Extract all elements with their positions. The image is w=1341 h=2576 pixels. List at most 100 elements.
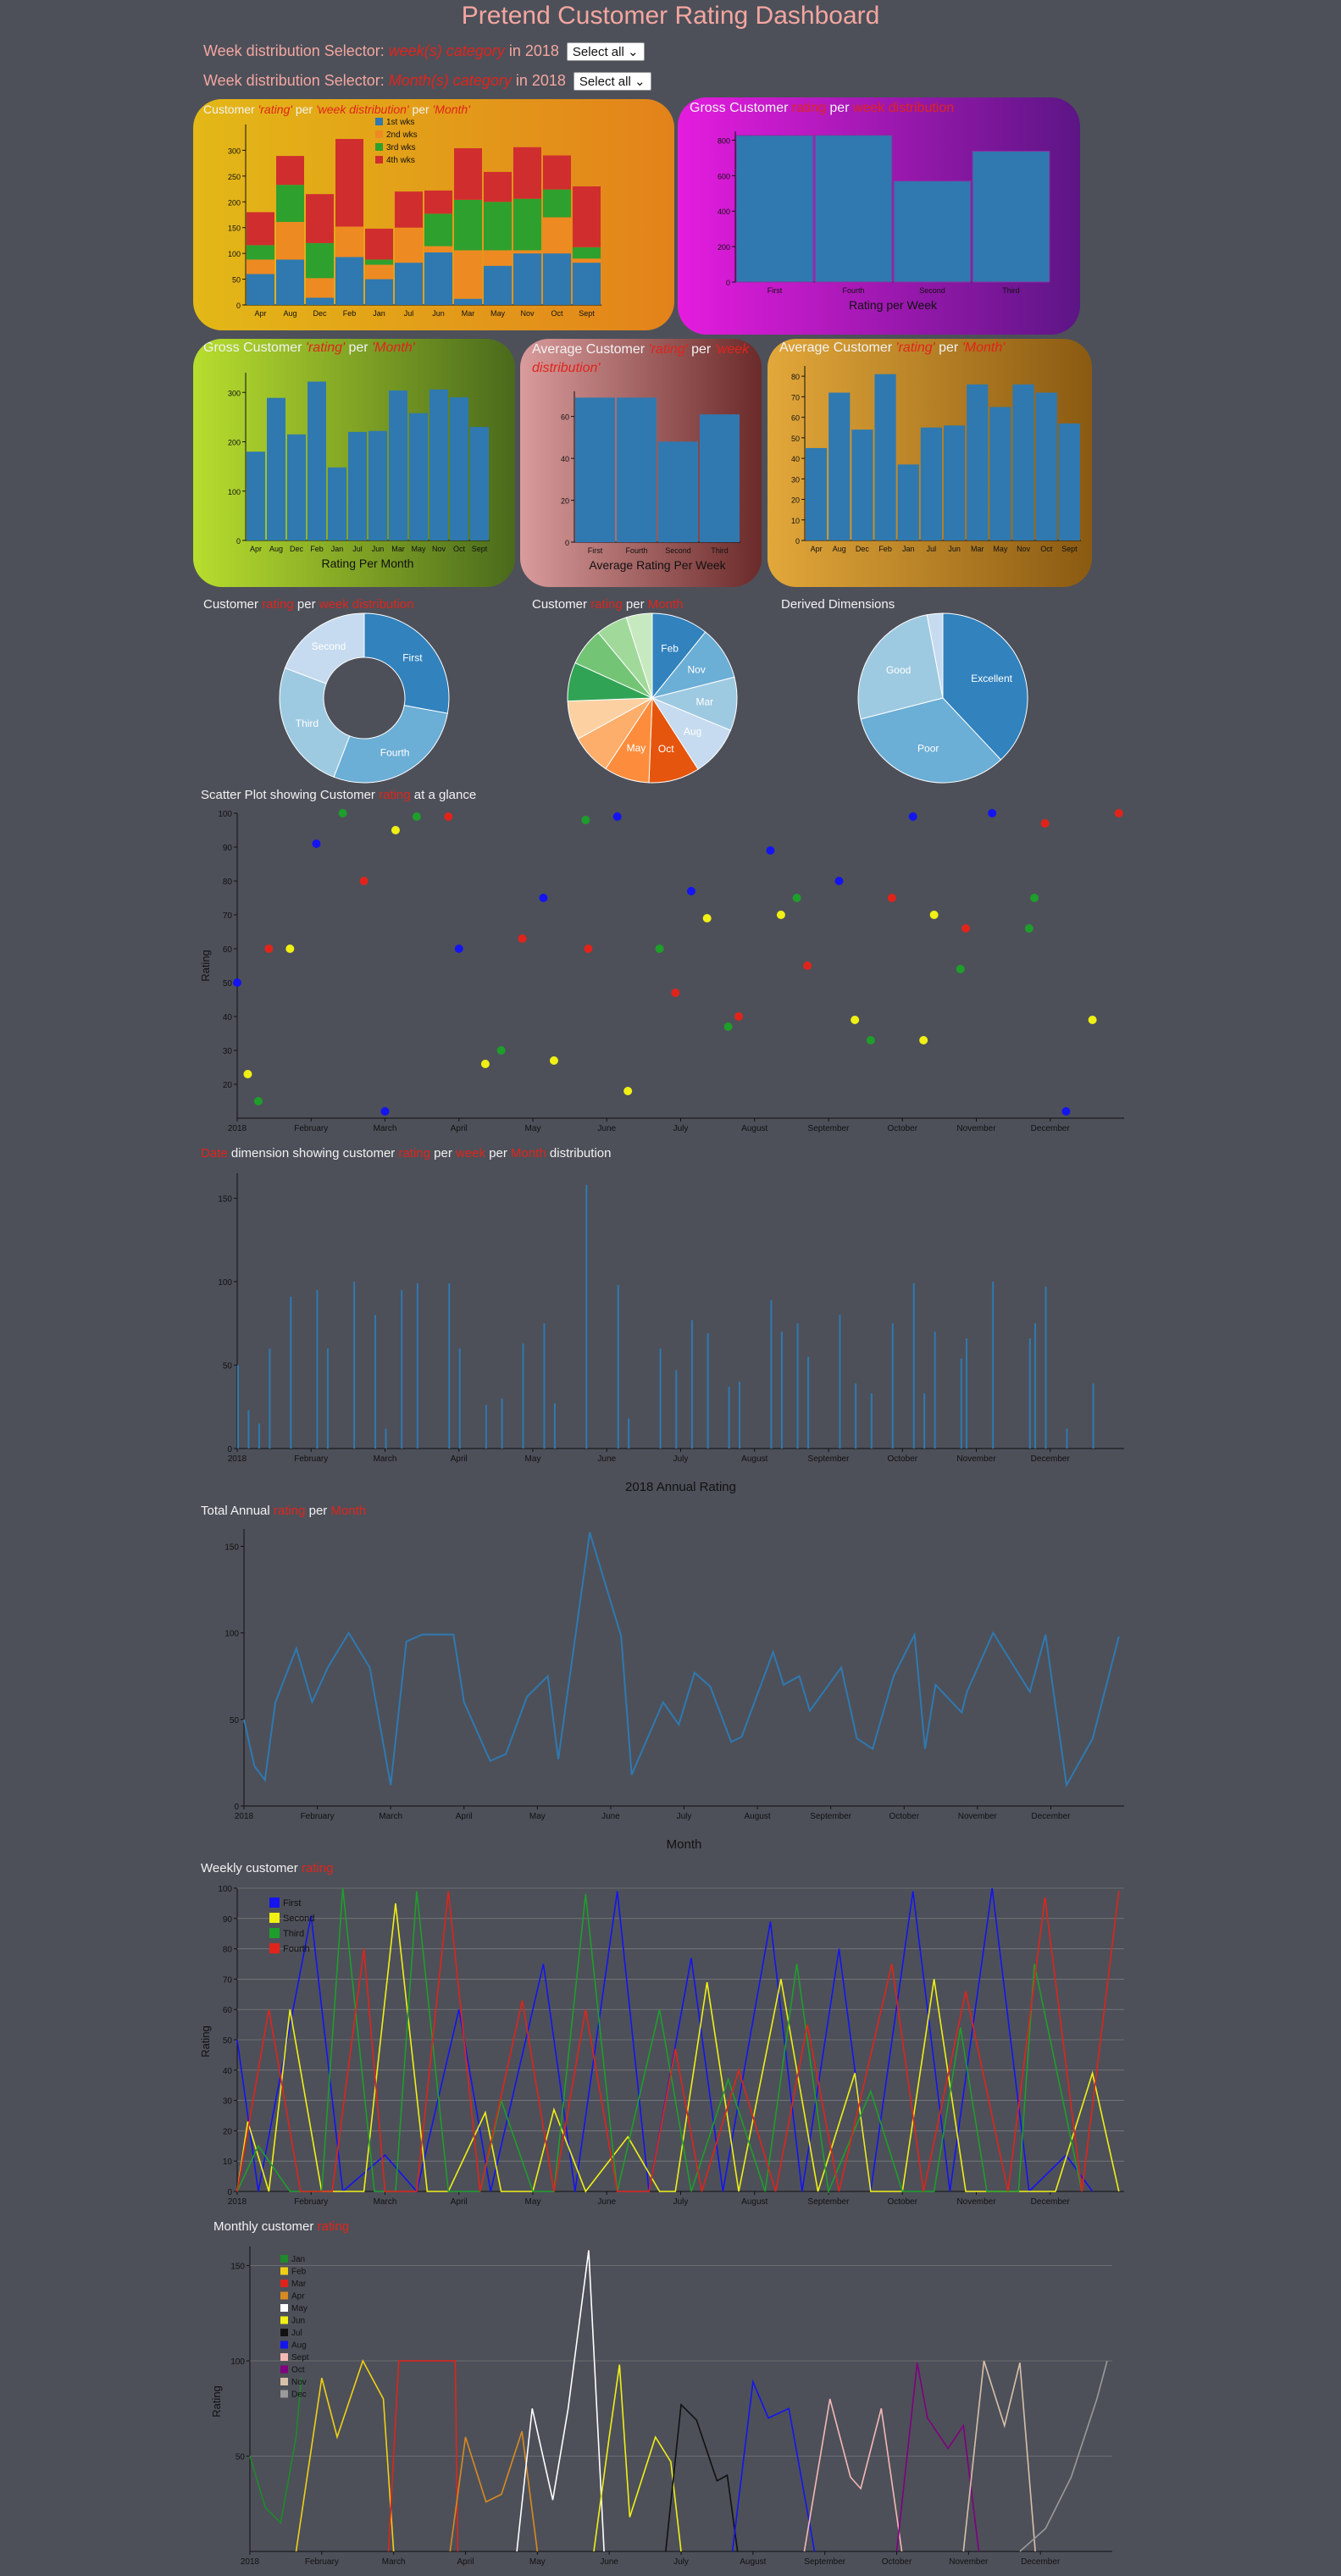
stacked-bar-segment: [306, 297, 334, 305]
y-tick-label: 70: [223, 1975, 233, 1985]
date-bar: [770, 1299, 773, 1449]
stacked-bar-segment: [454, 147, 482, 200]
legend-label: Fourth: [283, 1944, 310, 1954]
week-select-dropdown[interactable]: Select all ⌄: [566, 42, 645, 61]
date-bar: [485, 1404, 487, 1449]
x-tick-label: April: [457, 2557, 474, 2567]
x-tick-label: June: [601, 1812, 620, 1821]
y-tick-label: 30: [791, 475, 800, 484]
x-tick-label: July: [673, 2197, 689, 2207]
monthly-series-line: [962, 2360, 1036, 2552]
bar: [967, 384, 989, 540]
date-bar: [739, 1382, 741, 1449]
x-tick-label: May: [490, 309, 506, 318]
y-tick-label: 40: [223, 2067, 233, 2076]
x-tick-label: Mar: [391, 545, 405, 553]
y-axis-label: Rating: [210, 2385, 223, 2418]
y-tick-label: 50: [230, 1716, 240, 1726]
legend-swatch: [375, 156, 383, 163]
stacked-bar-segment: [335, 139, 363, 227]
y-tick-label: 20: [223, 2127, 233, 2136]
pie-label: Second: [312, 640, 346, 652]
y-tick-label: 100: [224, 1630, 239, 1639]
x-tick-label: March: [379, 1812, 402, 1821]
x-tick-label: March: [374, 1124, 397, 1133]
month-select-dropdown[interactable]: Select all ⌄: [573, 72, 651, 91]
pie-label: Nov: [688, 664, 706, 676]
pie-label: First: [402, 652, 423, 664]
y-tick-label: 20: [791, 496, 800, 505]
bar: [735, 135, 814, 283]
x-tick-label: March: [374, 2197, 397, 2207]
monthly-line-chart: 50 100 150 2018 February March April May June Jul…: [210, 2246, 1112, 2567]
stacked-bar-segment: [365, 259, 393, 265]
bar: [575, 397, 615, 542]
x-tick-label: November: [958, 1812, 998, 1821]
x-tick-label: Third: [1002, 286, 1020, 295]
date-bar: [628, 1418, 630, 1449]
bar: [851, 429, 873, 540]
stacked-bar-segment: [513, 198, 541, 251]
pie-label: Excellent: [971, 673, 1012, 684]
y-tick-label: 60: [223, 945, 233, 955]
y-tick-label: 50: [791, 435, 800, 443]
x-tick-label: 2018: [228, 1124, 247, 1133]
x-tick-label: July: [673, 2557, 689, 2567]
card-title: Average Customer 'rating' per 'week dist…: [532, 342, 750, 375]
bar: [470, 427, 489, 540]
x-tick-label: Aug: [283, 309, 296, 318]
x-tick-label: August: [741, 2197, 767, 2207]
monthly-series-line: [895, 2363, 980, 2552]
bar: [658, 441, 698, 542]
bar: [920, 427, 942, 540]
date-bar: [870, 1393, 873, 1449]
y-tick-label: 40: [791, 455, 800, 463]
x-tick-label: March: [374, 1454, 397, 1464]
pie-slice: [860, 697, 1002, 784]
scatter-point: [253, 1097, 263, 1105]
date-bar: [807, 1356, 810, 1449]
monthly-series-line: [449, 2431, 539, 2552]
date-bar: [1028, 1338, 1031, 1449]
avg-month-bar-chart: 0 10 20 30 40 50 60 70 80 Apr Aug Dec Feb Jan Jul Jun Ma…: [791, 366, 1081, 553]
y-tick-label: 30: [223, 2097, 233, 2107]
x-tick-label: Jun: [372, 545, 385, 553]
y-tick-label: 150: [230, 2263, 245, 2272]
page-title: Pretend Customer Rating Dashboard: [461, 2, 880, 30]
x-tick-label: First: [588, 546, 603, 555]
date-bar: [855, 1383, 857, 1449]
legend-swatch: [375, 118, 383, 125]
x-tick-label: September: [808, 2197, 851, 2207]
x-tick-label: November: [956, 1124, 996, 1133]
x-tick-label: Feb: [878, 545, 892, 553]
date-bar: [960, 1358, 962, 1449]
legend-label: Apr: [291, 2292, 305, 2302]
y-tick-label: 80: [223, 878, 233, 887]
date-bar: [316, 1289, 319, 1449]
x-tick-label: April: [451, 1124, 468, 1133]
scatter-point: [1030, 894, 1039, 902]
scatter-point: [734, 1012, 744, 1021]
selector-category: Month(s) category: [384, 72, 512, 89]
x-axis-label: Month: [667, 1837, 702, 1852]
scatter-point: [961, 924, 971, 933]
x-tick-label: May: [529, 2557, 546, 2567]
legend-label: Sept: [291, 2353, 309, 2363]
x-axis-label: Rating Per Month: [322, 557, 414, 570]
y-tick-label: 600: [718, 172, 730, 180]
x-tick-label: Jul: [352, 545, 363, 553]
bar: [989, 407, 1011, 540]
scatter-point: [549, 1056, 558, 1065]
stacked-bar-segment: [247, 259, 274, 274]
legend-label: Jul: [291, 2329, 302, 2338]
y-tick-label: 80: [791, 373, 800, 381]
bar: [828, 392, 851, 540]
monthly-series-line: [249, 2378, 302, 2524]
scatter-point: [956, 965, 965, 973]
pie-slice: [625, 612, 653, 699]
pie-label: Fourth: [380, 747, 410, 759]
x-tick-label: Third: [711, 546, 729, 555]
date-dimension-title: Date dimension showing customer rating p…: [201, 1146, 612, 1161]
y-tick-label: 0: [234, 1803, 239, 1812]
legend-swatch: [280, 2291, 288, 2300]
